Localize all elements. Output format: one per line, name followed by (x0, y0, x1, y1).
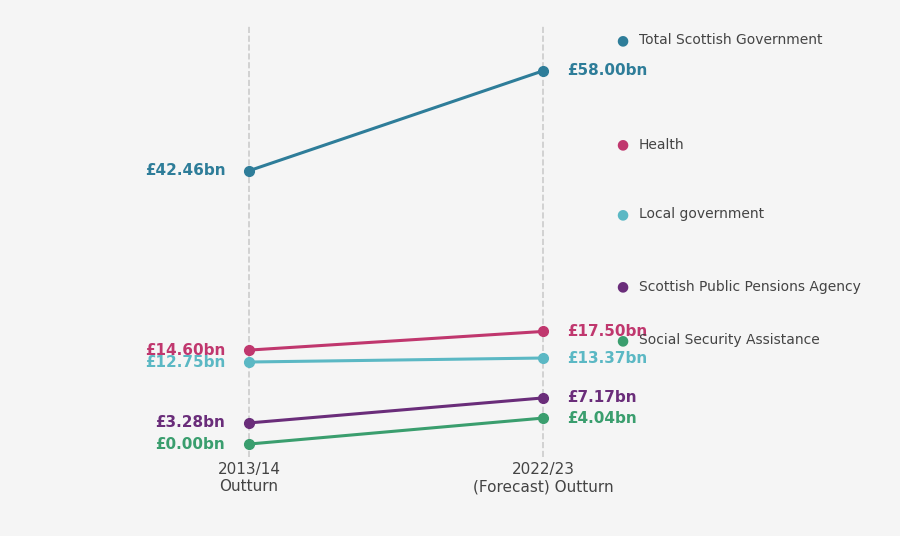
Text: Scottish Public Pensions Agency: Scottish Public Pensions Agency (639, 280, 861, 294)
Text: ●: ● (616, 33, 628, 47)
Text: £58.00bn: £58.00bn (567, 63, 647, 78)
Text: ●: ● (616, 207, 628, 221)
Text: Health: Health (639, 138, 685, 152)
Text: £12.75bn: £12.75bn (145, 354, 225, 369)
Text: £42.46bn: £42.46bn (145, 163, 225, 178)
Text: £17.50bn: £17.50bn (567, 324, 647, 339)
Text: £14.60bn: £14.60bn (145, 343, 225, 358)
Text: Social Security Assistance: Social Security Assistance (639, 333, 820, 347)
Text: ●: ● (616, 333, 628, 347)
Text: £4.04bn: £4.04bn (567, 411, 636, 426)
Text: Total Scottish Government: Total Scottish Government (639, 33, 823, 47)
Text: ●: ● (616, 138, 628, 152)
Text: £0.00bn: £0.00bn (156, 436, 225, 451)
Text: £13.37bn: £13.37bn (567, 351, 647, 366)
Text: £7.17bn: £7.17bn (567, 390, 636, 405)
Text: Local government: Local government (639, 207, 764, 221)
Text: £3.28bn: £3.28bn (156, 415, 225, 430)
Text: ●: ● (616, 280, 628, 294)
